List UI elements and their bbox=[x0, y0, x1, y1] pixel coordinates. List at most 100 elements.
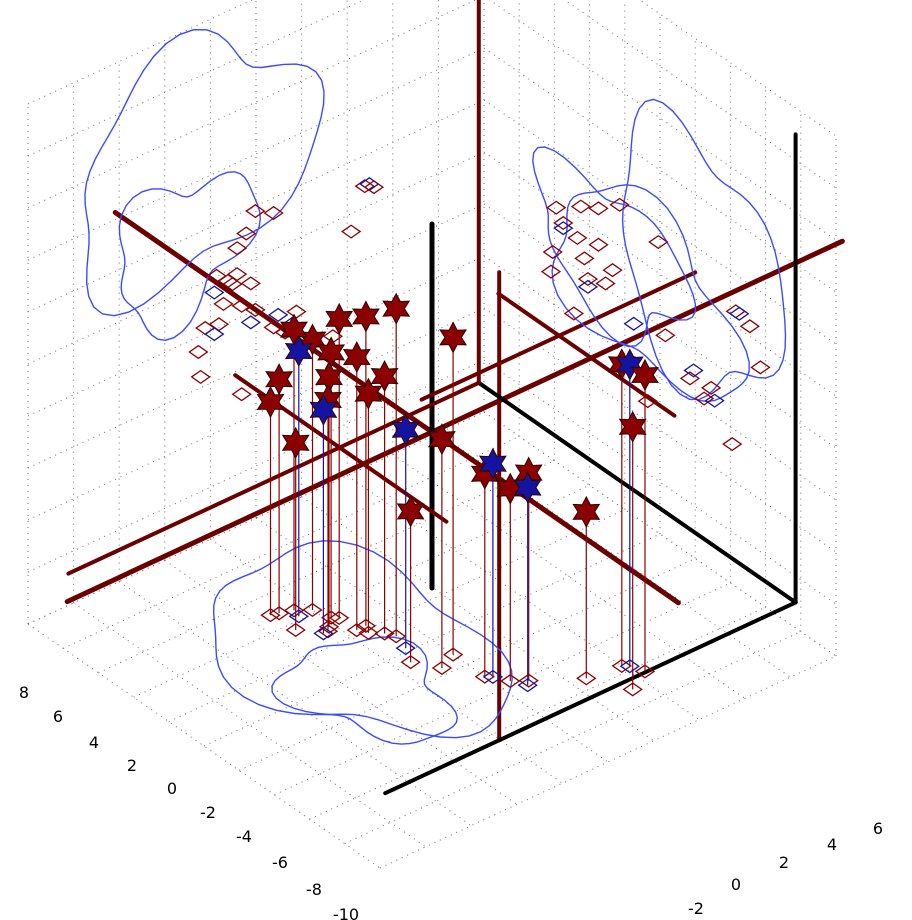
back-projection-marker bbox=[602, 263, 623, 278]
y-tick-label: -2 bbox=[688, 899, 704, 918]
back-projection-curve bbox=[551, 184, 750, 403]
back-projection-marker bbox=[574, 251, 595, 266]
side-projection-marker bbox=[240, 276, 261, 291]
floor-projection-curve bbox=[271, 636, 459, 745]
back-projection-marker bbox=[704, 393, 725, 408]
axis-bar-y bbox=[64, 238, 845, 605]
floor-projection-marker bbox=[611, 658, 632, 674]
back-projection-marker bbox=[553, 215, 574, 231]
back-projection-marker bbox=[700, 380, 722, 395]
floor-projection-marker bbox=[285, 622, 306, 638]
y-tick-label: 6 bbox=[873, 819, 883, 838]
floor-grid-line bbox=[73, 602, 426, 848]
floor-projection-marker bbox=[346, 623, 367, 638]
data-points bbox=[256, 292, 659, 528]
x-tick-label: -6 bbox=[272, 853, 288, 872]
back-projection-marker bbox=[623, 316, 644, 331]
data-point bbox=[342, 341, 371, 374]
x-tick-label: 0 bbox=[167, 779, 177, 798]
floor-projection-curve bbox=[212, 540, 513, 739]
data-point bbox=[370, 360, 399, 393]
data-point bbox=[615, 348, 644, 381]
data-point bbox=[391, 413, 420, 446]
data-point bbox=[513, 471, 542, 504]
floor-projection-marker bbox=[374, 626, 395, 641]
x-tick-label: -10 bbox=[333, 905, 359, 920]
floor-projection-marker bbox=[400, 655, 421, 670]
side-projection-marker bbox=[245, 203, 266, 219]
floor-projection-marker bbox=[283, 603, 305, 618]
back-projection-marker bbox=[567, 230, 588, 246]
floor-projection-marker bbox=[431, 660, 453, 676]
side-projection-marker bbox=[206, 268, 227, 283]
back-projection-curve bbox=[621, 98, 787, 401]
back-projection-marker bbox=[577, 279, 599, 294]
side-projection-marker bbox=[204, 285, 225, 300]
side-projection-marker bbox=[240, 315, 261, 330]
data-point bbox=[572, 495, 601, 528]
side-projection-marker bbox=[188, 344, 209, 360]
projection-curves bbox=[84, 28, 787, 745]
plane-edge bbox=[66, 380, 481, 576]
floor-grid-line bbox=[98, 460, 555, 674]
floor-projection-marker bbox=[386, 629, 407, 644]
back-projection-marker bbox=[570, 199, 592, 214]
floor-projection-marker bbox=[500, 673, 521, 689]
y-tick-label: 2 bbox=[779, 853, 789, 872]
back-projection-marker bbox=[725, 304, 746, 319]
side-projection-marker bbox=[363, 180, 385, 195]
back-projection-marker bbox=[542, 244, 563, 260]
back-projection-marker bbox=[648, 234, 669, 250]
back-projection-marker bbox=[722, 436, 743, 452]
side-projection-marker bbox=[354, 179, 375, 194]
floor-projection-marker bbox=[518, 673, 539, 688]
data-point bbox=[382, 292, 411, 325]
data-point bbox=[256, 385, 285, 419]
side-projection-marker bbox=[286, 304, 307, 319]
data-point bbox=[281, 426, 310, 459]
back-wall-grid-line bbox=[483, 47, 837, 293]
side-projection-marker bbox=[263, 205, 284, 221]
floor-projection-marker bbox=[318, 619, 340, 634]
floor-grid-line bbox=[210, 538, 563, 784]
floor-projection-marker bbox=[395, 641, 416, 656]
data-point bbox=[351, 300, 380, 333]
side-projection-marker bbox=[226, 267, 248, 282]
stem-lines bbox=[269, 308, 646, 690]
back-projection-marker bbox=[637, 394, 658, 409]
data-point bbox=[618, 410, 647, 443]
back-projection-marker bbox=[609, 197, 630, 212]
side-projection-marker bbox=[222, 276, 243, 292]
floor-projection-marker bbox=[622, 682, 643, 697]
x-tick-label: 4 bbox=[89, 733, 99, 752]
back-projection-marker bbox=[546, 200, 567, 215]
side-wall-grid-line bbox=[27, 0, 253, 105]
floor-projection-marker bbox=[288, 609, 309, 624]
back-projection-marker bbox=[750, 360, 771, 375]
back-projection-marker bbox=[683, 363, 704, 378]
back-projection-marker bbox=[553, 221, 574, 236]
side-projection-marker bbox=[204, 327, 225, 342]
data-point bbox=[309, 393, 338, 426]
back-projection-marker bbox=[679, 371, 701, 386]
plane-edge bbox=[496, 291, 677, 418]
x-tick-label: -4 bbox=[236, 827, 252, 846]
data-point bbox=[396, 495, 425, 528]
floor-projection-marker bbox=[517, 678, 538, 693]
y-tick-label: 4 bbox=[827, 835, 837, 854]
data-point bbox=[478, 447, 507, 480]
x-tick-label: -8 bbox=[306, 880, 322, 899]
data-point bbox=[631, 358, 659, 392]
side-projection-marker bbox=[245, 302, 266, 317]
plane-edge bbox=[419, 270, 698, 402]
axis-planes bbox=[64, 0, 845, 796]
floor-projection-marker bbox=[619, 659, 640, 674]
back-projection-marker bbox=[595, 276, 616, 291]
side-projection-curve bbox=[118, 171, 262, 342]
floor-projection-marker bbox=[302, 602, 323, 618]
floor-projection-marker bbox=[317, 624, 339, 639]
data-point bbox=[284, 335, 313, 368]
back-projection-marker bbox=[655, 328, 676, 343]
x-tick-label: 6 bbox=[53, 707, 63, 726]
